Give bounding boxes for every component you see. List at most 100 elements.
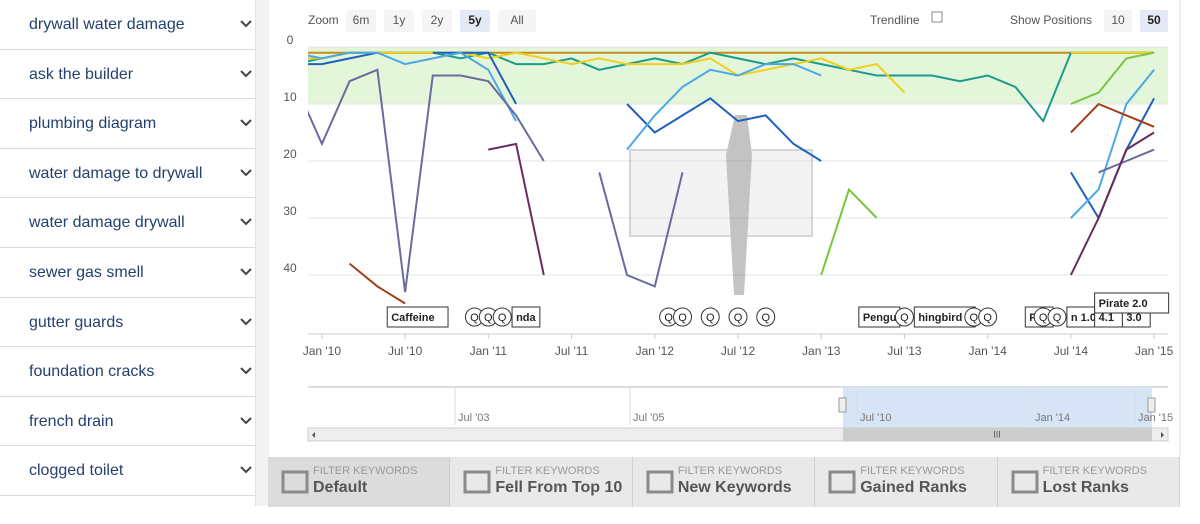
x-tick-label: Jan '15	[1135, 344, 1174, 358]
keyword-item[interactable]: foundation cracks	[0, 347, 255, 397]
scroll-arrow-right[interactable]	[1161, 432, 1164, 438]
keyword-item[interactable]: ask the builder	[0, 50, 255, 100]
chevron-icon	[240, 466, 252, 474]
flag-circle[interactable]	[1047, 307, 1067, 327]
flag-box[interactable]	[511, 306, 541, 328]
keyword-item[interactable]: gutter guards	[0, 298, 255, 348]
flag-label: Q	[983, 312, 992, 324]
chevron-icon	[240, 268, 252, 276]
filter-button[interactable]: FILTER KEYWORDS New Keywords	[632, 457, 816, 507]
sidebar-scrollbar[interactable]	[255, 0, 269, 506]
keyword-item[interactable]: water damage to drywall	[0, 149, 255, 199]
keyword-text: water damage drywall	[29, 214, 185, 232]
filter-button[interactable]: FILTER KEYWORDS Fell From Top 10	[450, 457, 633, 507]
keyword-text: plumbing diagram	[29, 115, 157, 133]
flag-label: Q	[970, 312, 979, 324]
navigator-label: Jul '05	[633, 412, 664, 424]
flag-label: Q	[664, 312, 673, 324]
x-tick-label: Jan '11	[470, 344, 508, 358]
navigator-label: Jul '10	[860, 412, 891, 424]
chevron-icon	[240, 169, 252, 177]
flag-circle[interactable]	[492, 307, 512, 327]
flag-label: Q	[1039, 312, 1048, 324]
scroll-arrow-left[interactable]	[312, 432, 315, 438]
watermark-box	[629, 149, 813, 237]
keyword-item[interactable]: drywall water damage	[0, 0, 255, 50]
x-tick-label: Jan '10	[303, 344, 342, 358]
handle-left[interactable]	[838, 397, 847, 413]
filter-button[interactable]: FILTER KEYWORDS Lost Ranks	[997, 457, 1181, 507]
line-series	[308, 68, 1155, 293]
keyword-text: foundation cracks	[29, 363, 155, 381]
filter-title: Gained Ranks	[860, 479, 967, 496]
keyword-item[interactable]: plumbing diagram	[0, 99, 255, 149]
keyword-text: drywall water damage	[29, 16, 185, 33]
y-tick-label: 40	[283, 261, 297, 275]
zoom-button[interactable]	[346, 10, 376, 32]
flag-label: Q	[1053, 312, 1062, 324]
navigator-label: Jul '03	[458, 412, 489, 424]
zoom-button-label: 2y	[431, 13, 444, 27]
scroll-thumb[interactable]	[843, 428, 1152, 441]
line-series	[308, 51, 1155, 94]
flag-label: Q	[734, 312, 743, 324]
chevron	[240, 417, 252, 425]
filter-button[interactable]: FILTER KEYWORDS Default	[268, 457, 451, 507]
chevron	[240, 119, 252, 127]
filter-icon	[828, 470, 856, 494]
trendline-checkbox[interactable]	[931, 11, 943, 23]
handle-right[interactable]	[1147, 397, 1156, 413]
line-series	[820, 51, 1155, 276]
positions-button-label: 50	[1147, 13, 1161, 27]
flag-label: Q	[761, 312, 770, 324]
keyword-text: french drain	[29, 412, 114, 430]
zoom-button[interactable]	[422, 10, 452, 32]
keyword-item[interactable]: french drain	[0, 397, 255, 447]
trendline-label: Trendline	[870, 13, 920, 27]
keyword-text: clogged toilet	[29, 462, 124, 480]
series-line	[308, 68, 1155, 293]
chevron	[240, 69, 252, 78]
filter-icon	[281, 470, 309, 494]
flag-circle[interactable]	[673, 307, 693, 327]
flag-label: Caffeine	[391, 312, 434, 324]
zoom-button-label: 1y	[393, 13, 406, 27]
chevron-icon	[240, 20, 252, 28]
flag-box[interactable]	[386, 306, 449, 328]
series-line	[348, 102, 1155, 305]
keyword-item[interactable]: water damage drywall	[0, 198, 255, 248]
watermark-figure	[726, 115, 752, 295]
flag-label: Q	[706, 312, 715, 324]
flag-circle[interactable]	[894, 307, 914, 327]
flag-label: Pengu	[863, 312, 897, 324]
flag-circle[interactable]	[700, 307, 720, 327]
chevron	[240, 268, 252, 276]
positions-label: Show Positions	[1010, 13, 1092, 27]
flag-label: Pirate 2.0	[1099, 298, 1148, 310]
filter-button[interactable]: FILTER KEYWORDS Gained Ranks	[815, 457, 998, 507]
zoom-button[interactable]	[384, 10, 414, 32]
chevron-icon	[240, 317, 252, 325]
positions-button[interactable]	[1104, 10, 1132, 32]
flag-circle[interactable]	[978, 307, 998, 327]
chevron-icon	[240, 417, 252, 425]
flag-label: nda	[516, 312, 536, 324]
chevron-icon	[240, 69, 252, 78]
filter-title: New Keywords	[677, 479, 792, 496]
series-line	[308, 51, 1155, 219]
zoom-button[interactable]	[498, 10, 536, 32]
zoom-button-label: 6m	[353, 13, 370, 27]
zoom-button-label: 5y	[468, 13, 482, 27]
positions-button[interactable]	[1140, 10, 1168, 32]
keyword-item[interactable]: clogged toilet	[0, 446, 255, 496]
flag-circle[interactable]	[756, 307, 776, 327]
flag-box[interactable]	[1094, 292, 1170, 314]
zoom-button[interactable]	[460, 10, 490, 32]
x-tick-label: Jul '12	[721, 344, 756, 358]
zoom-label: Zoom	[308, 13, 339, 27]
keyword-item[interactable]: sewer gas smell	[0, 248, 255, 298]
navigator-label: Jan '14	[1035, 412, 1070, 424]
x-tick-label: Jul '14	[1054, 344, 1089, 358]
chevron-icon	[240, 119, 252, 127]
flag-circle[interactable]	[728, 307, 748, 327]
